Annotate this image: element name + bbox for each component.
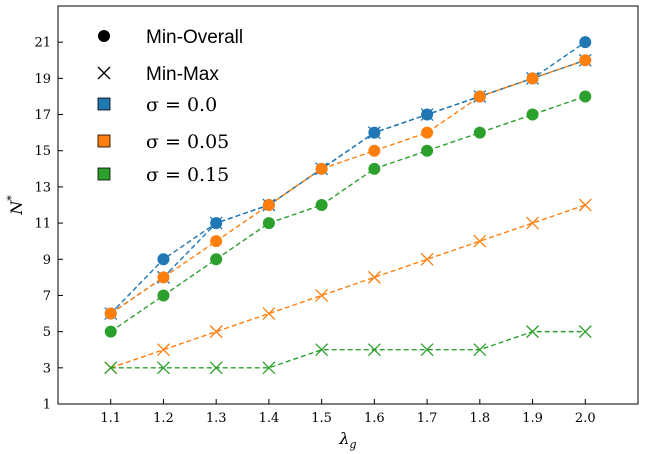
legend-label: σ = 0.15 <box>146 164 229 186</box>
data-point <box>526 325 540 339</box>
y-axis-label-sup: * <box>5 195 18 201</box>
x-tick-label: 1.6 <box>364 411 385 426</box>
data-point <box>526 108 539 121</box>
data-point <box>367 343 381 357</box>
series-line <box>110 204 586 369</box>
legend-swatch <box>97 134 111 148</box>
y-tick-label: 21 <box>34 36 51 51</box>
data-point <box>315 199 328 211</box>
x-axis-label-sub: g <box>350 438 357 451</box>
series-2 <box>104 54 592 320</box>
data-point <box>578 325 592 339</box>
data-point <box>104 361 118 375</box>
legend-marker-x <box>97 66 111 80</box>
data-point <box>104 307 117 320</box>
legend-label: Min-Overall <box>146 27 243 48</box>
x-axis-label-main: λ <box>338 429 349 448</box>
y-tick-label: 3 <box>43 361 51 376</box>
legend-label: σ = 0.0 <box>146 94 217 116</box>
x-tick-label: 1.7 <box>417 411 438 426</box>
legend-marker-circle <box>98 30 110 42</box>
series-3 <box>104 198 592 375</box>
data-point <box>420 108 434 122</box>
x-tick-label: 2.0 <box>575 411 596 426</box>
data-point <box>209 216 223 230</box>
data-point <box>368 144 381 157</box>
series-4 <box>104 90 592 338</box>
data-point <box>209 361 223 375</box>
data-point <box>156 361 170 375</box>
data-point <box>368 162 381 175</box>
axes: 1.1 1.2 1.3 1.4 1.5 1.6 1.7 1.8 1.9 2.01357911131… <box>5 5 639 451</box>
x-tick-label: 1.2 <box>153 411 174 426</box>
y-axis-label-main: N <box>7 200 26 216</box>
series-line <box>110 330 586 369</box>
data-point <box>473 343 487 357</box>
data-point <box>420 252 434 266</box>
data-point <box>262 217 275 230</box>
legend-swatch <box>97 167 111 181</box>
data-point <box>157 289 170 302</box>
y-tick-label: 7 <box>43 289 51 304</box>
data-point <box>315 162 328 175</box>
x-axis-label: λg <box>338 429 356 451</box>
x-tick-label: 1.8 <box>469 411 490 426</box>
legend-label: Min-Max <box>146 64 219 85</box>
x-tick-label: 1.9 <box>522 411 543 426</box>
data-point <box>157 271 170 284</box>
legend-label: σ = 0.05 <box>146 131 229 153</box>
y-tick-label: 5 <box>43 325 51 340</box>
x-tick-label: 1.5 <box>311 411 332 426</box>
legend-swatch <box>97 97 111 111</box>
legend: Min-Overall Min-Max σ = 0.0 σ = 0.05 σ = 0.1… <box>97 27 243 186</box>
data-point <box>104 325 117 338</box>
data-point <box>421 126 434 139</box>
y-tick-label: 17 <box>34 108 51 123</box>
y-tick-label: 9 <box>43 253 51 268</box>
plot-frame <box>57 5 639 405</box>
series-5 <box>104 325 592 375</box>
data-point <box>421 144 434 157</box>
series-line <box>110 59 586 315</box>
data-point <box>209 325 223 339</box>
data-point <box>210 253 223 266</box>
data-point <box>156 343 170 357</box>
data-point <box>473 126 486 139</box>
data-point <box>367 270 381 284</box>
data-point <box>262 199 275 211</box>
series-layer <box>104 36 592 375</box>
data-point <box>210 235 223 248</box>
data-point <box>526 216 540 230</box>
data-point <box>579 36 592 49</box>
data-point <box>420 343 434 357</box>
data-point <box>473 234 487 248</box>
data-point <box>157 253 170 266</box>
y-axis-label: N* <box>5 195 26 216</box>
y-tick-label: 19 <box>34 72 51 87</box>
data-point <box>473 90 486 103</box>
data-point <box>579 54 592 67</box>
x-tick-label: 1.3 <box>206 411 227 426</box>
data-point <box>526 72 539 85</box>
y-tick-label: 13 <box>34 180 51 195</box>
x-tick-label: 1.4 <box>259 411 280 426</box>
data-point <box>579 90 592 103</box>
data-point <box>367 126 381 140</box>
y-tick-label: 11 <box>34 217 51 232</box>
x-tick-label: 1.1 <box>100 411 121 426</box>
data-point <box>262 361 276 375</box>
data-point <box>262 307 276 321</box>
y-tick-label: 15 <box>34 144 51 159</box>
series-line <box>110 95 586 333</box>
y-tick-label: 1 <box>43 398 51 413</box>
data-point <box>315 288 329 302</box>
data-point <box>315 343 329 357</box>
series-line <box>110 59 586 315</box>
data-point <box>578 198 592 212</box>
